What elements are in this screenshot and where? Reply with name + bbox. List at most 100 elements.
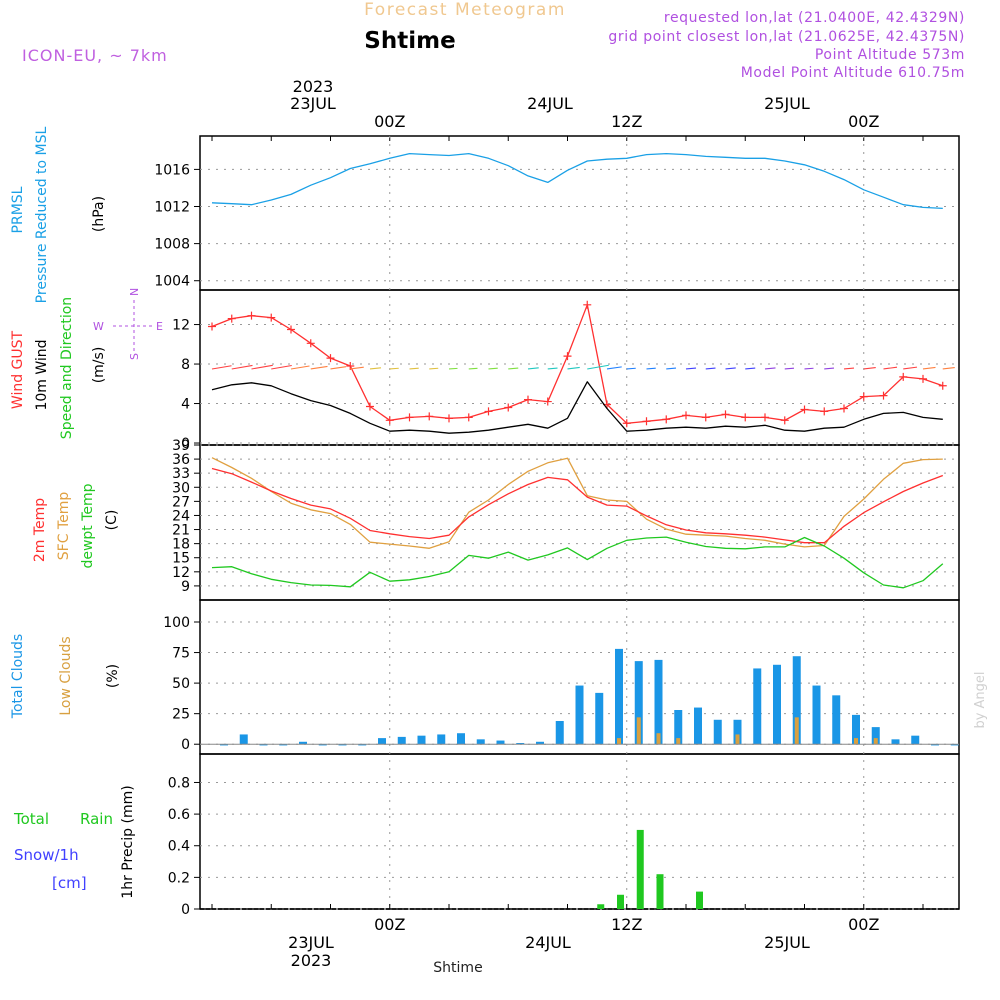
sfc-temp-label: SFC Temp <box>56 492 72 561</box>
wind-arrow <box>685 367 697 370</box>
top-date-1: 23JUL <box>290 94 336 113</box>
total-clouds-bar <box>713 719 722 745</box>
wind-arrow <box>231 364 253 370</box>
total-clouds-bar <box>279 744 288 746</box>
low-clouds-bar <box>617 738 621 745</box>
dewpt-label: dewpt Temp <box>80 483 96 568</box>
total-clouds-bar <box>911 735 920 745</box>
low-clouds-bar <box>656 733 661 745</box>
temp-ytick-label: 33 <box>172 466 190 482</box>
precip-bar <box>656 874 664 909</box>
wind-arrow <box>705 367 716 370</box>
location-title: Shtime <box>364 28 455 54</box>
pressure-unit: (hPa) <box>91 196 107 232</box>
gust-point <box>504 403 513 412</box>
point-altitude: Point Altitude 573m <box>815 47 965 63</box>
total-clouds-bar <box>792 656 801 745</box>
low-clouds-bar <box>854 738 858 745</box>
gust-point <box>938 381 947 390</box>
snow-unit: [cm] <box>52 874 87 892</box>
total-clouds-bar <box>220 744 228 746</box>
model-altitude: Model Point Altitude 610.75m <box>741 65 965 81</box>
total-clouds-bar <box>694 707 702 745</box>
total-clouds-bar <box>496 740 505 745</box>
total-clouds-bar <box>595 692 604 745</box>
total-clouds-bar <box>634 661 643 745</box>
pressure-ytick-label: 1012 <box>154 200 190 216</box>
wind-arrow <box>547 367 558 370</box>
gust-point <box>721 410 730 419</box>
gust-point <box>326 354 335 363</box>
total-clouds-label: Total Clouds <box>10 634 26 719</box>
sfc-temp-line <box>211 457 943 549</box>
precip-panel <box>199 753 960 910</box>
wind-arrow <box>725 367 736 370</box>
total-clouds-bar <box>555 721 564 745</box>
low-clouds-label: Low Clouds <box>58 636 74 715</box>
temp-ytick-label: 12 <box>172 565 190 581</box>
precip-bar <box>617 894 624 909</box>
compass-south: S <box>128 353 141 360</box>
wind-arrow <box>429 367 439 370</box>
wind-arrow <box>448 367 458 370</box>
total-clouds-bar <box>733 719 742 745</box>
gust-point <box>622 419 631 428</box>
bottom-tick-12z-23jul: 12Z <box>611 915 642 934</box>
gust-point <box>227 314 236 323</box>
bottom-date-3: 25JUL <box>764 933 810 952</box>
top-tick-12z-23jul: 12Z <box>611 112 642 131</box>
total-clouds-bar <box>950 744 959 746</box>
clouds-ytick-label: 75 <box>172 646 190 662</box>
wind-arrow <box>666 367 677 370</box>
total-clouds-bar <box>457 733 465 745</box>
total-clouds-bar <box>378 738 386 745</box>
gust-point <box>464 413 473 422</box>
gust-point <box>662 415 671 424</box>
wind10m-label: 10m Wind <box>34 339 50 410</box>
rain-label: Rain <box>80 810 113 828</box>
gust-point <box>484 407 493 416</box>
wind-arrow <box>369 367 382 370</box>
gust-point <box>366 402 374 411</box>
wind-dir-label: Speed and Direction <box>59 297 75 439</box>
total-clouds-bar <box>654 659 663 745</box>
wind-arrow <box>804 367 814 370</box>
footer-location: Shtime <box>433 960 482 976</box>
credit-label: by Angel <box>973 671 988 728</box>
gust-point <box>445 414 453 423</box>
gust-point <box>859 392 868 401</box>
wind-arrow <box>527 367 539 370</box>
total-clouds-bar <box>891 739 900 745</box>
wind-arrow <box>251 364 273 370</box>
total-clouds-bar <box>871 727 880 745</box>
low-clouds-bar <box>873 738 878 745</box>
total-clouds-bar <box>773 664 781 745</box>
gust-point <box>583 300 592 309</box>
total-clouds-bar <box>674 710 683 745</box>
clouds-ytick-label: 100 <box>163 615 190 631</box>
wind-arrow <box>330 366 347 370</box>
gust-point <box>385 416 394 425</box>
wind-arrow <box>290 365 310 370</box>
total-clouds-bar <box>575 685 584 745</box>
temp-ytick-label: 30 <box>172 480 190 496</box>
gust-point <box>741 413 750 422</box>
total-clouds-bar <box>338 744 347 746</box>
low-clouds-bar <box>735 734 740 745</box>
precip-bar <box>696 891 703 909</box>
low-clouds-bar <box>636 717 641 745</box>
wind-arrow <box>784 367 795 370</box>
precip-ytick-label: 0.6 <box>168 807 190 823</box>
wind-arrow <box>389 367 399 370</box>
gust-point <box>682 411 690 420</box>
gust-point <box>820 407 829 416</box>
gust-point <box>208 322 216 331</box>
gust-point <box>306 339 315 348</box>
total-clouds-bar <box>615 648 623 745</box>
prmsl-label: PRMSL <box>10 186 26 233</box>
total-clouds-bar <box>437 734 446 745</box>
bottom-tick-00z-24jul: 00Z <box>848 915 879 934</box>
gust-point <box>543 397 552 406</box>
precip-ytick-label: 0 <box>181 902 190 918</box>
